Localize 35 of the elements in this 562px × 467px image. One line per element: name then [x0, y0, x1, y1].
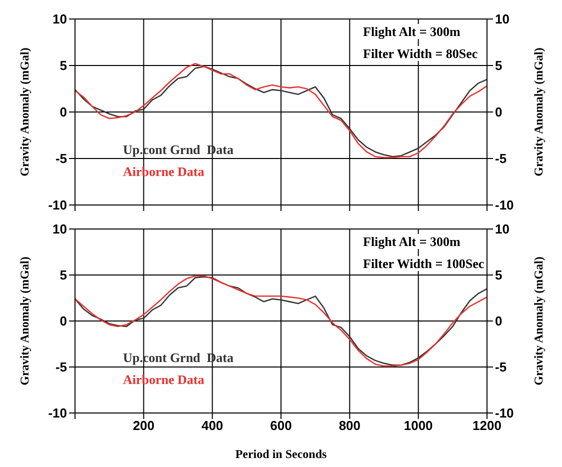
y2-tick-label: -5: [495, 151, 507, 166]
y-tick-label: 5: [60, 268, 67, 283]
x-axis-title: Period in Seconds: [235, 447, 327, 461]
y2-tick-label: -10: [495, 198, 514, 213]
x-tick-label: 1000: [404, 418, 433, 434]
y-tick-label: 5: [60, 58, 67, 74]
y-tick-label: 10: [52, 12, 67, 27]
x-tick-label: 1200: [472, 418, 502, 434]
y-tick-label: -5: [55, 151, 67, 166]
y2-tick-label: 0: [495, 104, 502, 120]
y2-axis-title: Gravity Anomaly (mGal): [531, 256, 546, 386]
x-tick-label: 400: [201, 418, 224, 434]
annotation: Flight Alt = 300m: [363, 24, 460, 39]
y-tick-label: 0: [60, 314, 67, 329]
x-tick-label: 200: [132, 418, 155, 434]
x-tick-label: 800: [338, 418, 361, 434]
y2-tick-label: -5: [495, 360, 507, 375]
y-axis-title: Gravity Anomaly (mGal): [17, 256, 32, 386]
y-tick-label: -10: [48, 406, 67, 421]
y2-tick-label: 0: [495, 314, 502, 329]
x-tick-label: 600: [270, 418, 292, 434]
annotation: Flight Alt = 300m: [363, 234, 460, 249]
y-tick-label: 10: [52, 222, 67, 237]
y2-axis-title: Gravity Anomaly (mGal): [531, 48, 546, 176]
annotation: Filter Width = 100Sec: [363, 256, 484, 271]
y2-tick-label: 5: [495, 268, 502, 283]
y-tick-label: 0: [60, 104, 67, 120]
y-tick-label: -10: [48, 198, 67, 213]
y2-tick-label: -10: [495, 406, 514, 421]
annotation: Filter Width = 80Sec: [363, 46, 478, 61]
y-tick-label: -5: [55, 360, 67, 375]
y-axis-title: Gravity Anomaly (mGal): [17, 48, 32, 176]
y2-tick-label: 5: [495, 58, 502, 74]
y2-tick-label: 10: [495, 12, 510, 27]
y2-tick-label: 10: [495, 222, 510, 237]
